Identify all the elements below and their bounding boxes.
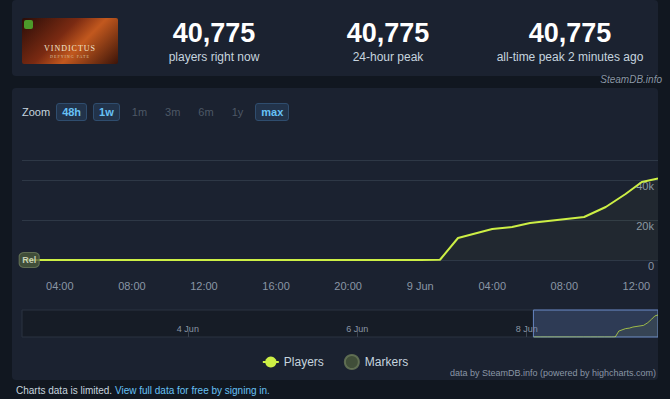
svg-text:08:00: 08:00 — [551, 280, 579, 292]
html-text:Charts data is limited. View f: Charts data is limited. View full data f… — [16, 385, 270, 396]
html-text:VINDICTUS: VINDICTUS — [43, 44, 96, 53]
svg-text:20:00: 20:00 — [334, 280, 362, 292]
html-text:max: max — [261, 106, 284, 118]
html-text:40,775: 40,775 — [528, 18, 612, 48]
svg-text:12:00: 12:00 — [190, 280, 218, 292]
html-text:1m: 1m — [131, 106, 148, 118]
html-text:Zoom: Zoom — [22, 106, 51, 118]
svg-text:Rel: Rel — [22, 255, 36, 265]
html-text:all-time peak 2 minutes ago: all-time peak 2 minutes ago — [496, 50, 644, 64]
svg-text:0: 0 — [648, 260, 654, 272]
svg-text:6 Jun: 6 Jun — [346, 324, 368, 334]
html-text:40,775: 40,775 — [172, 18, 256, 48]
html-text:40,775: 40,775 — [346, 18, 430, 48]
svg-text:16:00: 16:00 — [262, 280, 290, 292]
html-text:6m: 6m — [198, 106, 214, 118]
svg-text:08:00: 08:00 — [118, 280, 146, 292]
svg-text:12:00: 12:00 — [623, 280, 651, 292]
svg-text:Markers: Markers — [365, 355, 408, 369]
html-text:3m: 3m — [165, 106, 181, 118]
html-text:1y: 1y — [231, 106, 244, 118]
svg-text:04:00: 04:00 — [46, 280, 74, 292]
svg-text:9 Jun: 9 Jun — [407, 280, 434, 292]
html-text:players right now: players right now — [168, 50, 260, 64]
svg-text:8 Jun: 8 Jun — [515, 323, 538, 334]
html-text:DEFYING FATE: DEFYING FATE — [50, 54, 90, 59]
html-text:data by SteamDB.info (powered: data by SteamDB.info (powered by highcha… — [449, 368, 656, 378]
svg-text:04:00: 04:00 — [478, 280, 506, 292]
svg-text:Players: Players — [284, 355, 324, 369]
html-text:SteamDB.info: SteamDB.info — [600, 74, 662, 85]
svg-text:4 Jun: 4 Jun — [177, 324, 199, 334]
html-text:48h: 48h — [62, 106, 82, 118]
html-text:24-hour peak: 24-hour peak — [352, 50, 424, 64]
html-text:1w: 1w — [99, 106, 114, 118]
